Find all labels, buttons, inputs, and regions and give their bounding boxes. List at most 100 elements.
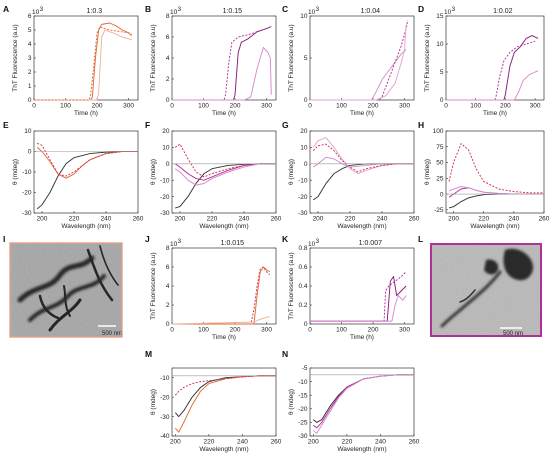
tem-border-I	[9, 242, 123, 338]
panel-label-N: N	[282, 349, 288, 359]
x-tick-label-a: 200	[92, 103, 103, 110]
panel-label-E: E	[3, 120, 9, 130]
y-tick-label-g: 0	[304, 161, 308, 168]
x-axis-label-k: Time (h)	[350, 334, 374, 341]
series-line-n-2	[313, 374, 414, 429]
x-tick-label-h: 260	[539, 216, 550, 223]
y-tick-label-f: -10	[160, 177, 170, 184]
ratio-label-b: 1:0.15	[223, 8, 243, 15]
x-axis-label-a: Time (h)	[74, 110, 98, 117]
y-multiplier-a: 10	[32, 9, 40, 16]
series-line-k-1	[310, 276, 407, 322]
y-tick-label-j: 0	[166, 321, 170, 328]
tem-aggregates-L	[484, 248, 534, 281]
y-tick-label-a: 0	[28, 97, 32, 104]
x-tick-label-c: 100	[336, 103, 347, 110]
y-tick-label-h: -25	[434, 207, 444, 214]
y-multiplier-j: 10	[170, 241, 178, 248]
x-tick-label-c: 300	[399, 103, 410, 110]
plot-frame-n	[309, 367, 415, 437]
y-multiplier-k: 10	[308, 241, 316, 248]
y-multiplier-exp-a: 3	[40, 6, 44, 13]
chart-panel-f: 200 220 240 260 -30 -20 -10 0 10 20 Wavelength (nm…	[150, 128, 282, 230]
x-tick-label-j: 300	[261, 327, 272, 334]
y-multiplier-c: 10	[308, 9, 316, 16]
y-multiplier-exp-c: 3	[316, 6, 320, 13]
chart-panel-h: 200 220 240 260 -25 0 25 50 75 100 Wavelength (nm)…	[424, 128, 550, 230]
chart-panel-e: 200 220 240 260 -30 -20 -10 0 10 Wavelength (nm) θ…	[12, 128, 144, 230]
series-line-d-2	[446, 40, 536, 101]
x-tick-label-b: 0	[170, 103, 174, 110]
x-tick-label-j: 200	[230, 327, 241, 334]
y-tick-label-k: 0.8	[298, 245, 307, 252]
x-axis-label-e: Wavelength (nm)	[61, 223, 110, 230]
series-line-e-1	[36, 151, 138, 210]
x-tick-label-e: 200	[37, 216, 48, 223]
plot-frame-m	[171, 367, 277, 437]
series-line-h-1	[448, 193, 544, 209]
x-tick-label-f: 240	[239, 216, 250, 223]
x-tick-label-a: 300	[123, 103, 134, 110]
chart-panel-m: 200 220 240 260 -40 -30 -20 -10 Wavelength (nm) θ…	[150, 367, 282, 453]
x-tick-label-a: 100	[60, 103, 71, 110]
y-tick-label-a: 3	[28, 55, 32, 62]
x-tick-label-e: 220	[69, 216, 80, 223]
series-line-e-2	[36, 147, 138, 179]
y-tick-label-k: 0.6	[298, 264, 307, 271]
y-tick-label-n: -5	[302, 365, 308, 372]
x-tick-label-n: 240	[375, 439, 386, 446]
y-tick-label-f: 0	[166, 161, 170, 168]
x-axis-label-b: Time (h)	[212, 110, 236, 117]
x-tick-label-m: 260	[271, 439, 282, 446]
series-line-f-3	[174, 163, 276, 181]
series-line-a-2	[34, 29, 132, 101]
plot-frame-k	[309, 247, 415, 325]
y-tick-label-e: -30	[22, 210, 32, 217]
series-line-j-3	[171, 315, 270, 325]
y-tick-label-d: 5	[440, 69, 444, 76]
x-tick-label-h: 220	[478, 216, 489, 223]
x-tick-label-k: 300	[399, 327, 410, 334]
x-tick-label-f: 200	[175, 216, 186, 223]
ratio-label-j: 1:0.015	[221, 240, 244, 247]
x-tick-label-e: 240	[101, 216, 112, 223]
y-tick-label-h: 25	[436, 176, 444, 183]
y-axis-label-j: ThT Fluorescence (a.u)	[150, 252, 157, 319]
series-line-g-2	[312, 137, 414, 175]
x-axis-label-m: Wavelength (nm)	[199, 446, 248, 453]
y-tick-label-b: 4	[166, 55, 170, 62]
series-line-b-2	[172, 28, 267, 101]
y-tick-label-m: -30	[160, 414, 170, 421]
y-tick-label-n: -10	[298, 379, 308, 386]
series-line-g-3	[312, 143, 414, 173]
y-tick-label-g: 20	[300, 128, 308, 135]
y-multiplier-exp-b: 3	[178, 6, 182, 13]
y-tick-label-g: 10	[300, 145, 308, 152]
panel-label-C: C	[282, 4, 288, 14]
y-tick-label-k: 0.2	[298, 302, 307, 309]
plot-frame-a	[33, 15, 139, 101]
series-line-h-2	[448, 143, 544, 194]
panel-label-G: G	[282, 120, 289, 130]
y-multiplier-exp-j: 3	[178, 238, 182, 245]
y-axis-label-k: ThT Fluorescence (a.u)	[288, 252, 295, 319]
panel-label-B: B	[145, 4, 151, 14]
x-tick-label-f: 260	[271, 216, 282, 223]
y-axis-label-f: θ (mdeg)	[150, 159, 157, 185]
y-tick-label-j: 8	[166, 245, 170, 252]
y-tick-label-c: 5	[304, 55, 308, 62]
series-line-e-3	[37, 142, 138, 177]
y-axis-label-m: θ (mdeg)	[150, 389, 157, 415]
series-line-c-3	[310, 24, 407, 101]
series-line-j-2	[172, 266, 270, 325]
y-axis-label-n: θ (mdeg)	[288, 389, 295, 415]
series-line-h-3	[448, 187, 544, 198]
y-tick-label-f: 20	[162, 128, 170, 135]
x-tick-label-n: 220	[341, 439, 352, 446]
y-tick-label-n: -25	[298, 420, 308, 427]
chart-panel-j: 0 100 200 300 0 2 4 6 8 Time (h) ThT Fluorescence …	[150, 238, 277, 341]
series-line-k-3	[310, 295, 407, 322]
y-tick-label-m: -10	[160, 375, 170, 382]
